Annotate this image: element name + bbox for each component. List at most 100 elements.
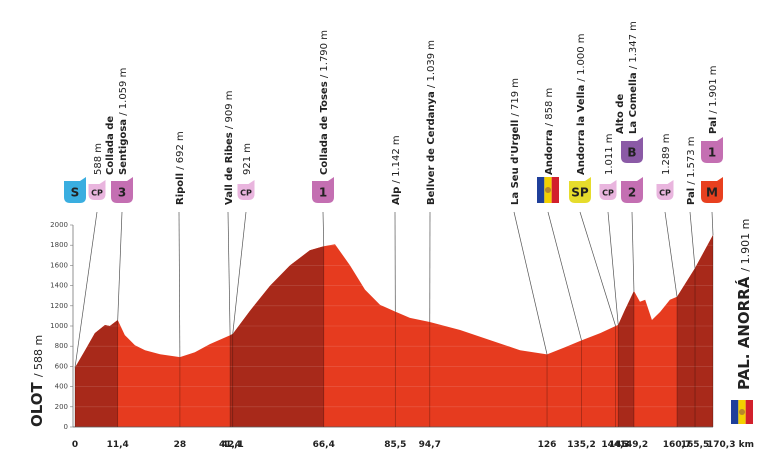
badge-shape bbox=[701, 177, 723, 203]
waypoint-label: Ripoll / 692 m bbox=[175, 131, 186, 205]
waypoint-name: La Comella bbox=[628, 72, 639, 134]
y-tick-label: 1600 bbox=[50, 261, 68, 269]
y-tick-label: 0 bbox=[64, 423, 68, 431]
finish-flag-stripe bbox=[745, 400, 753, 424]
x-tick-label: 135,2 bbox=[567, 440, 595, 450]
waypoint-name: Bellver de Cerdanya bbox=[426, 91, 437, 205]
waypoint-elevation: / 1.573 m bbox=[686, 136, 697, 184]
badge: CP bbox=[237, 180, 255, 200]
badge: M bbox=[701, 177, 723, 203]
badge-text: 1 bbox=[708, 146, 716, 160]
waypoint-label: Collada de Toses / 1.790 m bbox=[319, 30, 330, 175]
waypoint-elevation: / 1.901 m bbox=[708, 65, 719, 113]
waypoint-elevation: / 692 m bbox=[175, 131, 186, 170]
badge-shape bbox=[599, 180, 617, 200]
badge-text: 3 bbox=[118, 186, 126, 200]
badge-shape bbox=[64, 177, 86, 203]
waypoint-elevation: 1.011 m bbox=[604, 133, 615, 175]
guide-line bbox=[322, 211, 325, 247]
badge: SP bbox=[569, 177, 591, 203]
y-tick-label: 400 bbox=[55, 383, 68, 391]
y-tick-label: 1800 bbox=[50, 241, 68, 249]
waypoint-label: 1.011 m bbox=[604, 133, 615, 175]
badge-text: CP bbox=[659, 189, 671, 198]
waypoint-elevation: / 719 m bbox=[510, 78, 521, 117]
waypoint-name: Alto de bbox=[615, 94, 626, 134]
waypoint-elevation: 1.289 m bbox=[661, 133, 672, 175]
waypoint-label: Bellver de Cerdanya / 1.039 m bbox=[426, 40, 437, 205]
badge: B bbox=[621, 137, 643, 163]
waypoint-name: Alp bbox=[391, 187, 402, 205]
guide-line bbox=[607, 211, 619, 325]
badge-shape bbox=[569, 177, 591, 203]
y-tick-label: 600 bbox=[55, 362, 68, 370]
badge-text: CP bbox=[91, 189, 103, 198]
waypoint-elevation: / 909 m bbox=[224, 91, 235, 130]
badge-text: CP bbox=[602, 189, 614, 198]
badge: CP bbox=[88, 180, 106, 200]
waypoint-elevation: / 1.000 m bbox=[576, 33, 587, 81]
badge-shape bbox=[237, 180, 255, 200]
x-tick-label: 66,4 bbox=[313, 440, 335, 450]
waypoint-label: Andorra la Vella / 1.000 m bbox=[576, 33, 587, 175]
waypoint-label: Andorra / 858 m bbox=[544, 88, 555, 175]
start-label: OLOT / 588 m bbox=[27, 335, 46, 427]
x-tick-label: 149,2 bbox=[620, 440, 648, 450]
waypoint-elevation: / 1.039 m bbox=[426, 40, 437, 88]
badge: 2 bbox=[621, 177, 643, 203]
waypoint-label: Pal / 1.573 m bbox=[686, 136, 697, 205]
finish-name: PAL. ANORRÁ bbox=[734, 276, 753, 390]
x-tick-label: 126 bbox=[538, 440, 557, 450]
badge-text: 2 bbox=[628, 186, 636, 200]
waypoint-elevation: 588 m bbox=[93, 143, 104, 175]
badge: 3 bbox=[111, 177, 133, 203]
guide-line bbox=[513, 211, 548, 355]
x-tick-label: 94,7 bbox=[419, 440, 441, 450]
x-tick-label: 170,3 km bbox=[707, 440, 754, 450]
x-tick-label: 165,5 bbox=[681, 440, 709, 450]
waypoint-name: Vall de Ribes bbox=[224, 132, 235, 205]
guide-line bbox=[711, 211, 714, 236]
waypoint-label: La Seu d'Urgell / 719 m bbox=[510, 78, 521, 205]
finish-label: PAL. ANORRÁ / 1.901 m bbox=[734, 219, 753, 390]
badge: CP bbox=[599, 180, 617, 200]
badge: S bbox=[64, 177, 86, 203]
y-tick-label: 1200 bbox=[50, 302, 68, 310]
guide-line bbox=[117, 211, 123, 321]
waypoint-elevation: / 1.347 m bbox=[628, 21, 639, 69]
x-tick-label: 145 bbox=[609, 440, 628, 450]
waypoint-name: La Seu d'Urgell bbox=[510, 120, 521, 205]
waypoint-label: Sentigosa / 1.059 m bbox=[118, 68, 129, 175]
waypoint-elevation: / 1.790 m bbox=[319, 30, 330, 78]
badge-text: S bbox=[71, 186, 80, 200]
waypoint-elevation: / 858 m bbox=[544, 88, 555, 127]
guide-line bbox=[579, 211, 616, 327]
waypoint-name: Pal bbox=[708, 117, 719, 134]
waypoint-label: 1.289 m bbox=[661, 133, 672, 175]
guide-line bbox=[664, 211, 678, 297]
start-elevation: / 588 m bbox=[32, 335, 45, 377]
badge-shape bbox=[312, 177, 334, 203]
waypoint-name: Ripoll bbox=[175, 173, 186, 205]
badge-text: B bbox=[627, 146, 636, 160]
y-tick-label: 2000 bbox=[50, 221, 68, 229]
guide-line bbox=[178, 211, 181, 358]
waypoint-name: Pal bbox=[686, 188, 697, 205]
y-tick-label: 200 bbox=[55, 403, 68, 411]
waypoint-name: Sentigosa bbox=[118, 119, 129, 175]
badge-shape bbox=[701, 137, 723, 163]
y-tick-label: 1000 bbox=[50, 322, 68, 330]
waypoint-label: Alp / 1.142 m bbox=[391, 135, 402, 205]
guide-line bbox=[227, 211, 231, 336]
waypoint-label: Collada de bbox=[105, 116, 116, 175]
x-tick-label: 28 bbox=[174, 440, 187, 450]
waypoint-label: 921 m bbox=[242, 143, 253, 175]
badge-text: CP bbox=[240, 189, 252, 198]
flag-stripe bbox=[537, 177, 545, 203]
waypoint-name: Andorra bbox=[544, 130, 555, 176]
start-name: OLOT bbox=[28, 381, 46, 427]
x-tick-label: 85,5 bbox=[384, 440, 406, 450]
waypoint-label: Pal / 1.901 m bbox=[708, 65, 719, 134]
badge-shape bbox=[656, 180, 674, 200]
